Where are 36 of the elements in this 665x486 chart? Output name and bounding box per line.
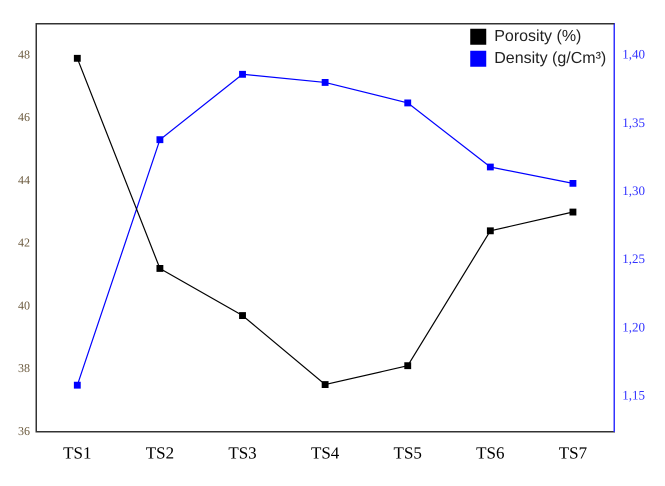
legend-label: Density (g/Cm³) [494, 50, 606, 68]
x-tick-label: TS5 [394, 443, 422, 462]
x-tick-label: TS3 [228, 443, 257, 462]
y-tick-label: 40 [18, 298, 30, 312]
y-tick-label: 48 [18, 47, 30, 62]
x-tick-label: TS6 [476, 443, 505, 462]
point [570, 208, 576, 216]
y2-tick-label: 1,25 [622, 251, 645, 266]
point [404, 99, 412, 106]
y-tick-label: 46 [18, 110, 30, 124]
x-tick-label: TS4 [310, 443, 340, 462]
point [322, 381, 329, 388]
y2-tick-label: 1,40 [622, 46, 645, 62]
y-tick-label: 44 [18, 172, 30, 187]
point [570, 180, 576, 187]
y2-tick-label: 1,15 [622, 388, 645, 403]
point [322, 79, 329, 86]
point [239, 312, 246, 319]
x-tick-label: TS1 [63, 443, 92, 462]
y-tick-label: 42 [18, 236, 30, 250]
point [239, 70, 246, 78]
y2-tick-label: 1,20 [622, 319, 645, 334]
x-tick-label: TS7 [558, 443, 588, 462]
point [156, 136, 164, 144]
point [74, 382, 81, 389]
y2-tick-label: 1,35 [622, 114, 645, 130]
x-tick-label: TS2 [146, 443, 174, 462]
y2-tick-label: 1,30 [622, 182, 645, 198]
point [156, 265, 164, 272]
point [486, 164, 494, 170]
y-tick-label: 36 [18, 424, 30, 438]
point [486, 227, 494, 234]
legend-label: Porosity (%) [494, 28, 582, 46]
y-tick-label: 38 [18, 361, 30, 376]
point [404, 362, 412, 370]
point [74, 54, 81, 62]
